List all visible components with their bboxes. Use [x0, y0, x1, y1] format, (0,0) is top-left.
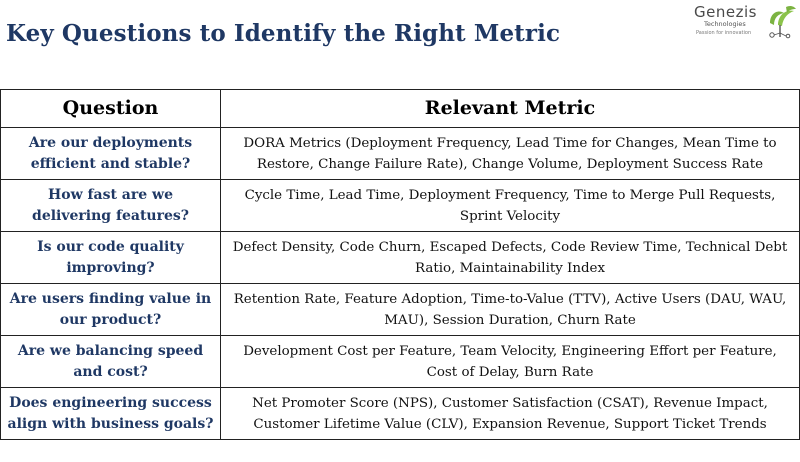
question-cell: Is our code quality improving?: [0, 231, 221, 284]
logo-subtitle: Technologies: [704, 20, 746, 28]
table-row: How fast are we delivering features? Cyc…: [0, 179, 800, 232]
company-logo: Genezis Technologies Passion for innovat…: [690, 3, 798, 41]
question-cell: Does engineering success align with busi…: [0, 387, 221, 440]
header-question: Question: [0, 89, 221, 128]
header-relevant-metric: Relevant Metric: [220, 89, 800, 128]
table-header-row: Question Relevant Metric: [0, 89, 800, 128]
metric-cell: Net Promoter Score (NPS), Customer Satis…: [220, 387, 800, 440]
table-row: Is our code quality improving? Defect De…: [0, 231, 800, 284]
metric-cell: Development Cost per Feature, Team Veloc…: [220, 335, 800, 388]
table-row: Are users finding value in our product? …: [0, 283, 800, 336]
logo-name: Genezis: [694, 3, 757, 21]
table-row: Does engineering success align with busi…: [0, 387, 800, 440]
question-cell: How fast are we delivering features?: [0, 179, 221, 232]
table-row: Are we balancing speed and cost? Develop…: [0, 335, 800, 388]
logo-sprout-icon: [769, 5, 796, 39]
metric-cell: DORA Metrics (Deployment Frequency, Lead…: [220, 127, 800, 180]
metrics-table: Question Relevant Metric Are our deploym…: [0, 89, 800, 440]
metric-cell: Defect Density, Code Churn, Escaped Defe…: [220, 231, 800, 284]
metric-cell: Cycle Time, Lead Time, Deployment Freque…: [220, 179, 800, 232]
metric-cell: Retention Rate, Feature Adoption, Time-t…: [220, 283, 800, 336]
question-cell: Are users finding value in our product?: [0, 283, 221, 336]
page-title: Key Questions to Identify the Right Metr…: [6, 20, 561, 47]
question-cell: Are we balancing speed and cost?: [0, 335, 221, 388]
question-cell: Are our deployments efficient and stable…: [0, 127, 221, 180]
table-row: Are our deployments efficient and stable…: [0, 127, 800, 180]
logo-tagline: Passion for innovation: [696, 30, 752, 36]
